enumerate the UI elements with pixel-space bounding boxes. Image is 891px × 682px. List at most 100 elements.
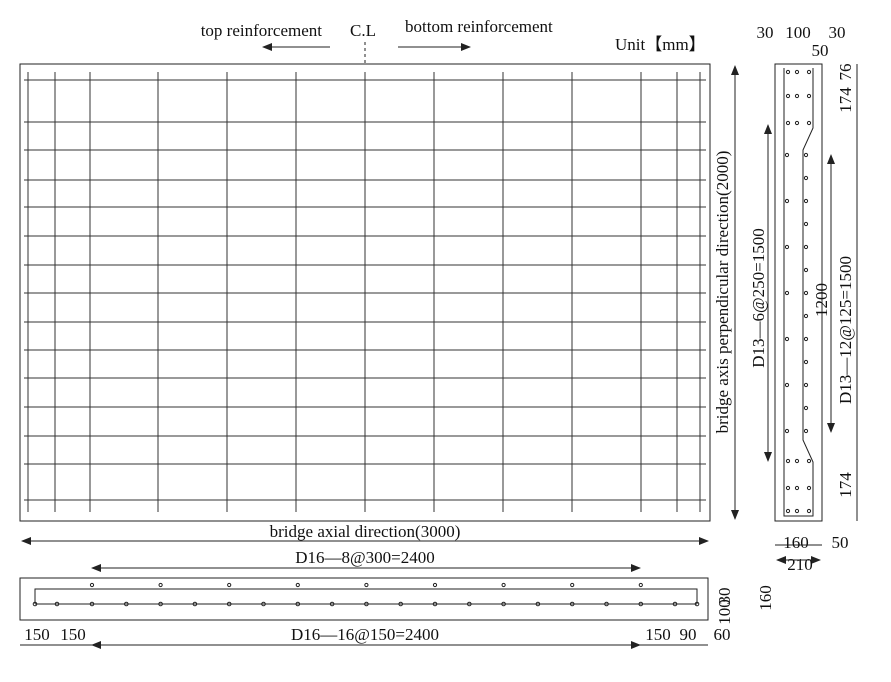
rebar-dot [192, 601, 198, 607]
dim-text: 76 [836, 64, 855, 81]
rebar-dot [803, 267, 809, 273]
dim-text: 150 [60, 625, 86, 644]
dim-text: 160 [756, 585, 775, 611]
dim-text: 30 [715, 588, 734, 605]
rebar-dot [806, 508, 812, 514]
rebar-dot [806, 69, 812, 75]
rebar-dot [694, 601, 700, 607]
stirrup [783, 68, 814, 517]
rebar-dot [785, 93, 791, 99]
rebar-dot [784, 382, 790, 388]
rebar-dot [467, 601, 472, 607]
dim-text: 100 [715, 599, 734, 625]
rebar-dot [89, 582, 95, 588]
rebar-dot [89, 601, 95, 607]
rebar-dot [785, 458, 791, 464]
rebar-dot [784, 244, 790, 250]
rebar-dot [803, 382, 809, 388]
rebar-dots [784, 69, 812, 514]
rebar-dot [806, 458, 812, 464]
rebar-dot [794, 69, 800, 75]
rebar-dot [784, 290, 790, 296]
rebar-dot [569, 601, 575, 607]
rebar-dot [501, 582, 506, 588]
dim-text: 150 [24, 625, 50, 644]
rebar-dot [794, 485, 800, 491]
rebar-dot [570, 582, 575, 588]
dim-text: 150 [645, 625, 671, 644]
rebar-dot [295, 601, 301, 607]
rebar-dot [785, 508, 791, 514]
rebar-dot [803, 244, 809, 250]
rebar-dot [501, 601, 506, 607]
rebar-dot [364, 582, 369, 588]
dim-text: 90 [680, 625, 697, 644]
rebar-dot [124, 601, 129, 607]
rebar-dot [785, 120, 791, 126]
dim-text: 30 [757, 23, 774, 42]
rebar-dot [803, 313, 809, 319]
rebar-dot [295, 582, 300, 588]
rebar-dot [54, 601, 60, 607]
rebar-dot [794, 508, 800, 514]
rebar-dot [32, 601, 38, 607]
plan-grid [24, 72, 706, 512]
rebar-dot [329, 601, 335, 607]
top-label: top reinforcement [201, 21, 323, 40]
rebar-dot [638, 582, 643, 588]
rebar-dot [803, 290, 809, 296]
rebar-dot [803, 152, 809, 158]
rebar-dot [806, 120, 812, 126]
rebar-dot [803, 359, 809, 365]
rebar-dot [803, 221, 809, 227]
dim-text: 174 [836, 87, 855, 113]
rebar-dot [604, 601, 609, 607]
rebar-dot [672, 601, 678, 607]
rebar-dots [32, 582, 700, 607]
rebar-dot [794, 458, 800, 464]
rebar-dot [794, 93, 800, 99]
bar-label: D13—12@125=1500 [836, 256, 855, 404]
rebar-dot [803, 336, 809, 342]
dim-text: 174 [836, 472, 855, 498]
rebar-dot [803, 198, 809, 204]
rebar-dot [432, 601, 438, 607]
section-outline [774, 63, 823, 522]
perpendicular-label: bridge axis perpendicular direction(2000… [713, 151, 732, 434]
dim-text: 30 [829, 23, 846, 42]
rebar-dot [227, 582, 232, 588]
bar-label: D16—8@300=2400 [295, 548, 435, 567]
bar-label: D13—6@250=1500 [749, 228, 768, 368]
rebar-dot [794, 120, 800, 126]
rebar-dot [432, 582, 438, 588]
rebar-dot [398, 601, 404, 607]
rebar-dot [785, 485, 791, 491]
dim-text: 50 [812, 41, 829, 60]
rebar-dot [803, 428, 809, 434]
rebar-dot [784, 336, 790, 342]
rebar-dot [261, 601, 266, 607]
bottom-label: bottom reinforcement [405, 17, 553, 36]
rebar-dot [806, 485, 812, 491]
rebar-dot [158, 582, 163, 588]
rebar-dot [364, 601, 369, 607]
rebar-dot [638, 601, 644, 607]
section-outline [19, 577, 709, 621]
rebar-dot [158, 601, 163, 607]
rebar-dot [803, 175, 809, 181]
rebar [34, 588, 698, 604]
bar-label: D16—16@150=2400 [291, 625, 439, 644]
rebar-dot [226, 601, 232, 607]
cl-label: C.L [350, 21, 376, 40]
rebar-dot [785, 69, 791, 75]
dim-text: 100 [785, 23, 811, 42]
dim-text: 1200 [812, 283, 831, 317]
rebar-dot [784, 428, 790, 434]
unit-label: Unit【mm】 [615, 35, 706, 54]
axial-label: bridge axial direction(3000) [270, 522, 461, 541]
dim-text: 160 [783, 533, 809, 552]
rebar-dot [806, 93, 812, 99]
dim-text: 210 [787, 555, 813, 574]
rebar-dot [784, 152, 790, 158]
